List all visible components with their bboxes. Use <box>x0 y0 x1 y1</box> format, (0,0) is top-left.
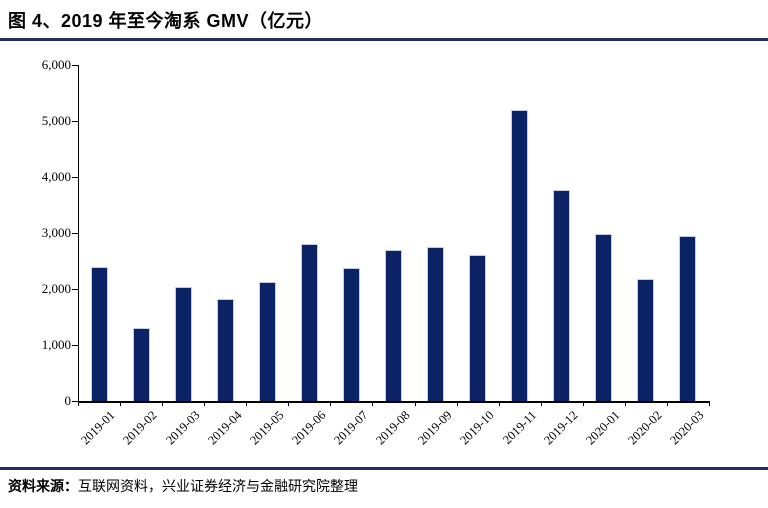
x-axis-tick <box>540 401 542 406</box>
bar-2019-02 <box>132 328 150 401</box>
x-axis-tick <box>246 401 248 406</box>
x-axis-tick <box>78 401 79 406</box>
y-axis-label: 2,000 <box>41 281 71 296</box>
x-axis-label: 2019-06 <box>288 408 329 448</box>
x-axis-label: 2019-07 <box>330 408 371 448</box>
source-text: 互联网资料，兴业证券经济与金融研究院整理 <box>78 480 358 495</box>
x-axis-label: 2019-09 <box>415 408 455 448</box>
bar-2019-10 <box>469 254 487 401</box>
y-axis-label: 0 <box>64 393 72 408</box>
source-label: 资料来源： <box>8 478 78 494</box>
bar-2019-07 <box>342 267 360 401</box>
bar-2020-01 <box>595 234 613 401</box>
y-axis-tick <box>72 344 79 346</box>
x-axis-tick <box>372 401 374 406</box>
x-axis-tick <box>456 401 458 406</box>
plot-area <box>78 65 710 403</box>
x-axis-tick <box>498 401 500 406</box>
y-axis-label: 6,000 <box>41 57 71 72</box>
x-axis-tick <box>582 401 584 406</box>
x-axis-label: 2019-03 <box>162 408 203 448</box>
x-axis-label: 2019-11 <box>499 408 539 448</box>
x-axis-label: 2020-03 <box>667 408 707 448</box>
x-axis-tick <box>330 401 332 406</box>
x-axis-tick <box>709 401 710 406</box>
y-axis-tick <box>72 176 79 178</box>
x-axis-tick <box>288 401 290 406</box>
y-axis-tick <box>72 400 79 402</box>
y-axis-tick <box>72 232 79 234</box>
y-axis-tick <box>72 64 79 66</box>
bar-2019-05 <box>258 282 276 401</box>
x-axis-tick <box>162 401 164 406</box>
title-rule <box>0 38 768 41</box>
x-axis-tick <box>120 401 122 406</box>
y-axis-tick <box>72 288 79 290</box>
bar-2019-08 <box>385 249 402 401</box>
x-axis-tick <box>624 401 626 406</box>
bar-2019-12 <box>553 189 571 401</box>
y-axis-label: 4,000 <box>41 169 71 184</box>
x-axis-label: 2019-12 <box>541 408 581 448</box>
bar-2019-06 <box>300 244 318 401</box>
x-axis-tick <box>204 401 206 406</box>
bar-2019-09 <box>427 247 445 401</box>
x-axis-label: 2019-08 <box>373 408 413 448</box>
bar-2019-04 <box>216 298 234 401</box>
x-axis-label: 2020-02 <box>625 408 665 448</box>
bar-2019-11 <box>511 109 529 401</box>
y-axis-label: 5,000 <box>41 113 71 128</box>
x-axis-label: 2019-05 <box>246 408 287 448</box>
footer-rule <box>0 467 768 470</box>
x-axis-label: 2019-01 <box>78 408 118 448</box>
figure-title: 图 4、2019 年至今淘系 GMV（亿元） <box>8 11 324 31</box>
bar-2020-02 <box>637 279 655 401</box>
x-axis-label: 2020-01 <box>583 408 623 448</box>
x-axis-tick <box>414 401 416 406</box>
x-axis-label: 2019-02 <box>120 408 161 448</box>
x-axis-tick <box>666 401 668 406</box>
source-line: 资料来源：互联网资料，兴业证券经济与金融研究院整理 <box>8 476 358 496</box>
x-axis-label: 2019-04 <box>204 408 245 448</box>
bar-2019-01 <box>90 266 108 401</box>
x-axis-label: 2019-10 <box>457 408 497 448</box>
bar-2019-03 <box>174 287 192 401</box>
bar-2020-03 <box>679 235 697 401</box>
y-axis-label: 1,000 <box>41 337 71 352</box>
y-axis-label: 3,000 <box>41 225 71 240</box>
y-axis-tick <box>72 120 79 122</box>
